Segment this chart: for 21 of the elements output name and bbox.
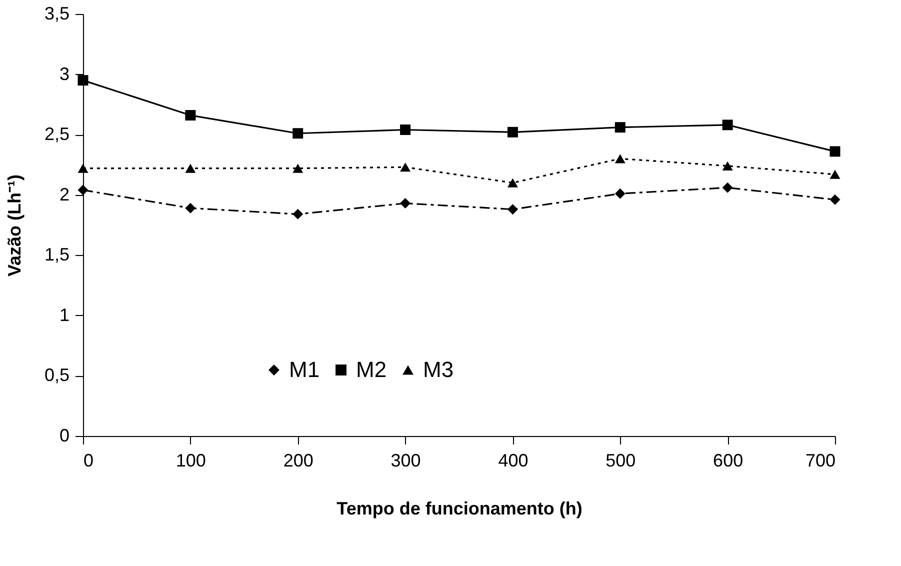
y-tick-label: 3 — [59, 64, 70, 84]
y-tick-label: 2 — [59, 184, 70, 204]
y-axis-title: Vazão (Lh⁻¹) — [4, 174, 24, 277]
x-axis-title: Tempo de funcionamento (h) — [336, 498, 582, 518]
x-tick-label: 700 — [805, 450, 836, 470]
x-tick-label: 400 — [498, 450, 528, 470]
x-tick-label: 200 — [283, 450, 314, 470]
x-tick-label: 300 — [390, 450, 421, 470]
legend-label: M2 — [356, 357, 387, 382]
y-tick-label: 0 — [59, 426, 70, 446]
x-tick-label: 500 — [606, 450, 636, 470]
x-tick-label: 100 — [176, 450, 206, 470]
y-tick-label: 1 — [59, 304, 70, 325]
x-tick-label: 0 — [84, 450, 94, 470]
y-tick-label: 3,5 — [44, 4, 70, 24]
legend-label: M1 — [289, 357, 320, 382]
x-tick-label: 600 — [713, 450, 744, 470]
y-tick-label: 1,5 — [44, 244, 70, 265]
legend-label: M3 — [423, 357, 454, 382]
y-tick-label: 0,5 — [44, 365, 70, 386]
y-tick-label: 2,5 — [44, 124, 70, 144]
